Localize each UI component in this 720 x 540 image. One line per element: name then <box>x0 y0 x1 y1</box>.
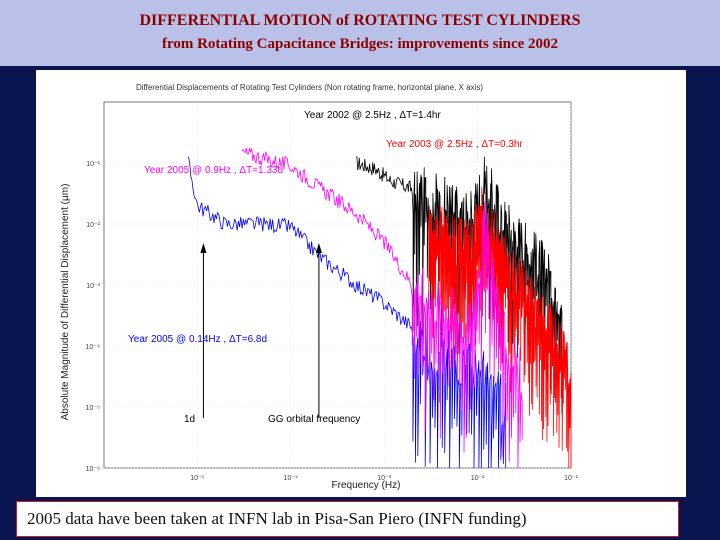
chart-annotation: 1d <box>184 414 195 425</box>
chart-annotation: Year 2003 @ 2.5Hz , ΔT=0.3hr <box>386 139 523 150</box>
y-tick-label: 10⁻² <box>86 222 100 229</box>
chart-panel: Differential Displacements of Rotating T… <box>36 70 686 497</box>
chart-title: Differential Displacements of Rotating T… <box>136 83 483 92</box>
series-line <box>241 147 523 469</box>
y-axis-label: Absolute Magnitude of Differential Displ… <box>60 184 71 421</box>
x-tick-label: 10⁻⁵ <box>190 475 204 482</box>
y-tick-label: 10⁻¹ <box>86 161 100 168</box>
chart-annotation: Year 2005 @ 0.9Hz , ΔT=1.33d <box>144 165 283 176</box>
slide-header: DIFFERENTIAL MOTION of ROTATING TEST CYL… <box>0 0 720 66</box>
chart-annotation: GG orbital frequency <box>268 414 360 425</box>
x-tick-label: 10⁻¹ <box>564 475 578 482</box>
slide-title: DIFFERENTIAL MOTION of ROTATING TEST CYL… <box>139 12 581 29</box>
x-axis-label: Frequency (Hz) <box>332 480 401 491</box>
marker-arrow-head <box>200 243 207 253</box>
chart: Differential Displacements of Rotating T… <box>60 83 579 491</box>
chart-annotation: Year 2002 @ 2.5Hz , ΔT=1.4hr <box>304 110 441 121</box>
chart-annotation: Year 2005 @ 0.14Hz , ΔT=6.8d <box>128 334 267 345</box>
y-tick-label: 10⁻⁶ <box>86 466 100 473</box>
x-tick-label: 10⁻² <box>471 475 485 482</box>
series-line <box>428 186 572 469</box>
marker-arrow-head <box>315 243 322 253</box>
caption-box: 2005 data have been taken at INFN lab in… <box>16 501 679 537</box>
y-tick-label: 10⁻⁵ <box>86 405 100 412</box>
y-tick-label: 10⁻³ <box>86 283 100 290</box>
slide-subtitle: from Rotating Capacitance Bridges: impro… <box>161 36 559 52</box>
series-line <box>187 156 507 469</box>
x-tick-label: 10⁻⁴ <box>284 475 299 482</box>
y-tick-label: 10⁻⁴ <box>86 344 101 351</box>
x-tick-label: 10⁻³ <box>377 475 391 482</box>
